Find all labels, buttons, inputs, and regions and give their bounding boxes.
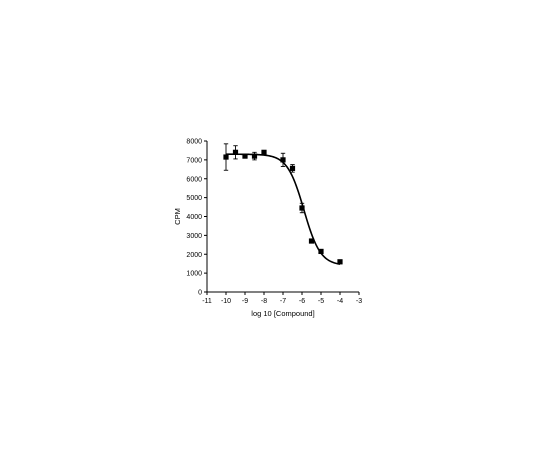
y-ticks: 0 1000 2000 3000 4000 5000 6000 7000 8000	[186, 139, 207, 297]
fit-curve	[226, 153, 341, 265]
x-tick-label: -7	[280, 298, 286, 305]
data-point	[261, 149, 267, 155]
data-point	[242, 153, 248, 159]
data-point	[299, 205, 305, 211]
y-tick-label: 6000	[186, 176, 202, 183]
y-axis-title: CPM	[173, 208, 182, 225]
x-ticks: -11 -10 -9 -8 -7 -6 -5 -4 -3	[202, 292, 362, 305]
data-point	[280, 157, 286, 163]
data-point	[223, 154, 229, 160]
data-point	[337, 259, 343, 265]
data-point	[289, 165, 296, 171]
y-tick-label: 0	[198, 290, 202, 297]
y-tick-label: 7000	[186, 157, 202, 164]
y-tick-label: 4000	[186, 214, 202, 221]
data-point	[308, 238, 315, 244]
y-tick-label: 8000	[186, 139, 202, 146]
x-axis-title: log 10 [Compound]	[251, 309, 314, 318]
data-point	[251, 153, 258, 159]
x-tick-label: -6	[299, 298, 305, 305]
x-tick-label: -9	[242, 298, 248, 305]
y-tick-label: 1000	[186, 271, 202, 278]
data-markers	[223, 149, 343, 265]
x-tick-label: -3	[356, 298, 362, 305]
x-tick-label: -10	[221, 298, 231, 305]
y-tick-label: 5000	[186, 195, 202, 202]
x-tick-label: -4	[337, 298, 343, 305]
y-tick-label: 2000	[186, 252, 202, 259]
data-point	[318, 248, 324, 255]
y-tick-label: 3000	[186, 233, 202, 240]
x-tick-label: -11	[202, 298, 212, 305]
x-tick-label: -8	[261, 298, 267, 305]
data-point	[232, 149, 239, 155]
x-tick-label: -5	[318, 298, 324, 305]
